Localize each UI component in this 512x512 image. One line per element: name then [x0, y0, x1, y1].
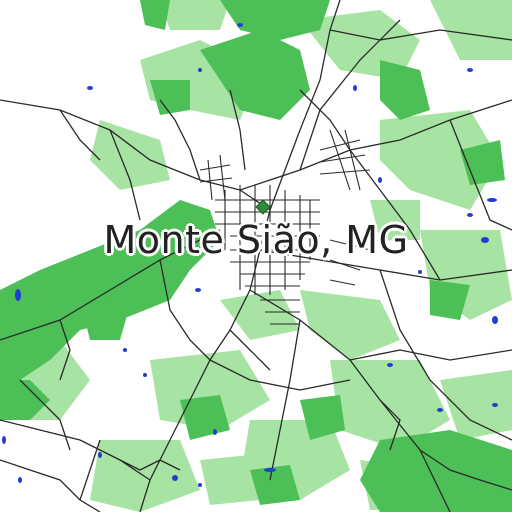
town-street-grid: [199, 129, 371, 325]
place-label: Monte Sião, MG: [103, 218, 409, 262]
water-bodies: [2, 23, 498, 487]
town-center-marker: [255, 199, 271, 215]
